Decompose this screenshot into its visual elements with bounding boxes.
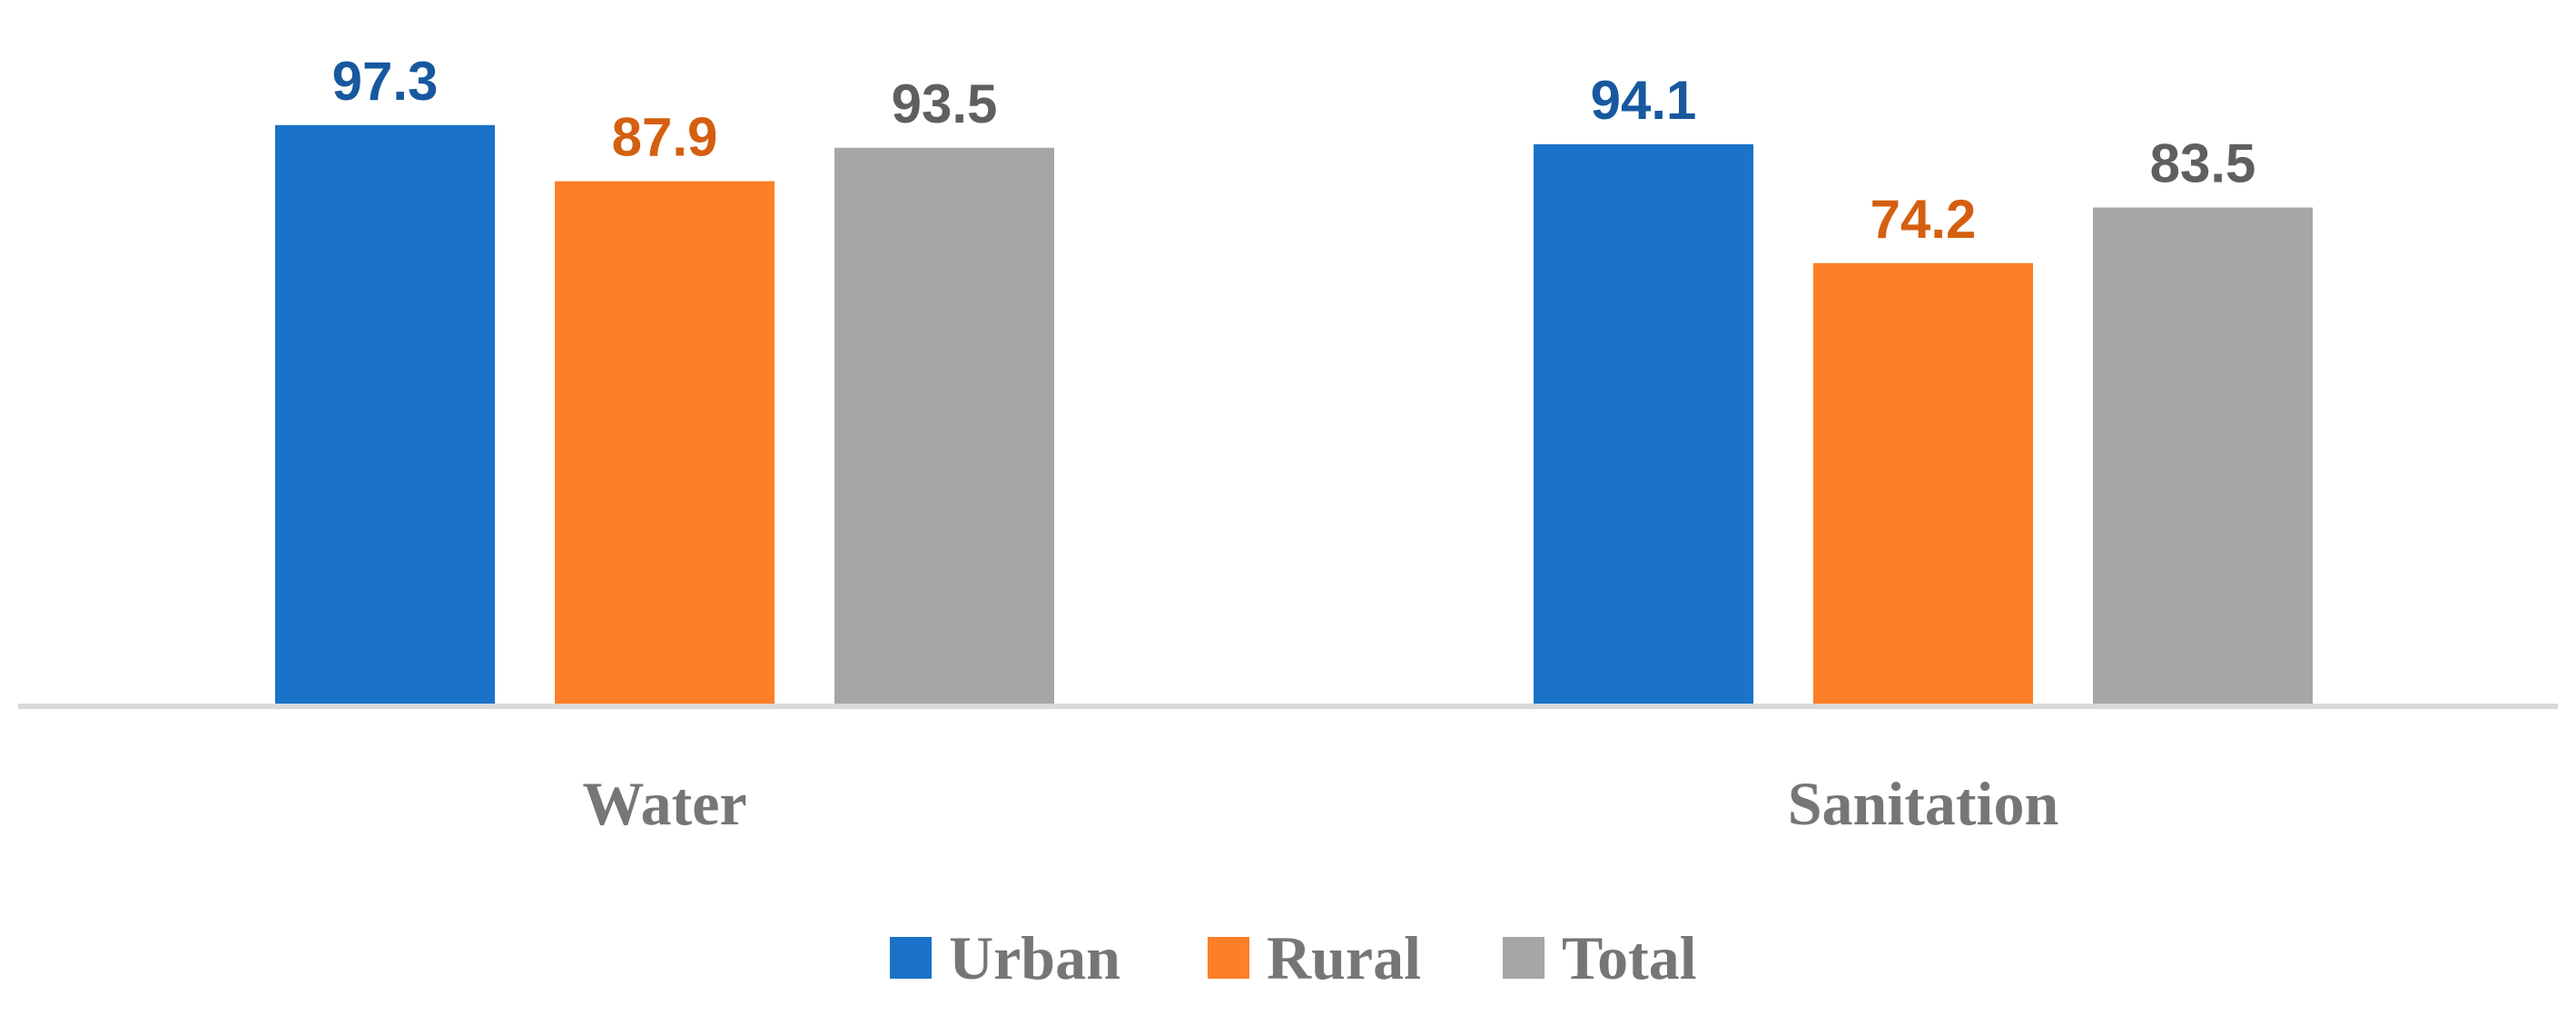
value-label-sanitation-urban: 94.1 (1591, 70, 1697, 131)
legend-label-rural: Rural (1267, 923, 1421, 992)
value-label-water-rural: 87.9 (612, 107, 718, 168)
bar-water-rural (555, 181, 775, 707)
value-label-sanitation-rural: 74.2 (1870, 189, 1977, 250)
bars-layer (275, 124, 2313, 707)
bar-sanitation-urban (1534, 143, 1753, 706)
value-labels-layer: 97.3 87.9 93.5 94.1 74.2 83.5 (332, 51, 2256, 250)
legend: Urban Rural Total (890, 923, 1697, 992)
bar-sanitation-total (2093, 207, 2313, 706)
legend-swatch-total (1503, 937, 1545, 979)
legend-label-urban: Urban (949, 923, 1120, 992)
category-label-sanitation: Sanitation (1788, 769, 2059, 838)
category-label-water: Water (582, 769, 746, 838)
bar-water-urban (275, 124, 495, 707)
value-label-water-total: 93.5 (892, 74, 998, 134)
value-label-sanitation-total: 83.5 (2150, 133, 2256, 194)
bar-sanitation-rural (1813, 262, 2033, 706)
value-label-water-urban: 97.3 (332, 51, 439, 112)
legend-swatch-urban (890, 937, 932, 979)
bar-water-total (834, 147, 1054, 706)
legend-swatch-rural (1208, 937, 1249, 979)
legend-label-total: Total (1562, 923, 1697, 992)
category-labels-layer: Water Sanitation (582, 769, 2058, 838)
